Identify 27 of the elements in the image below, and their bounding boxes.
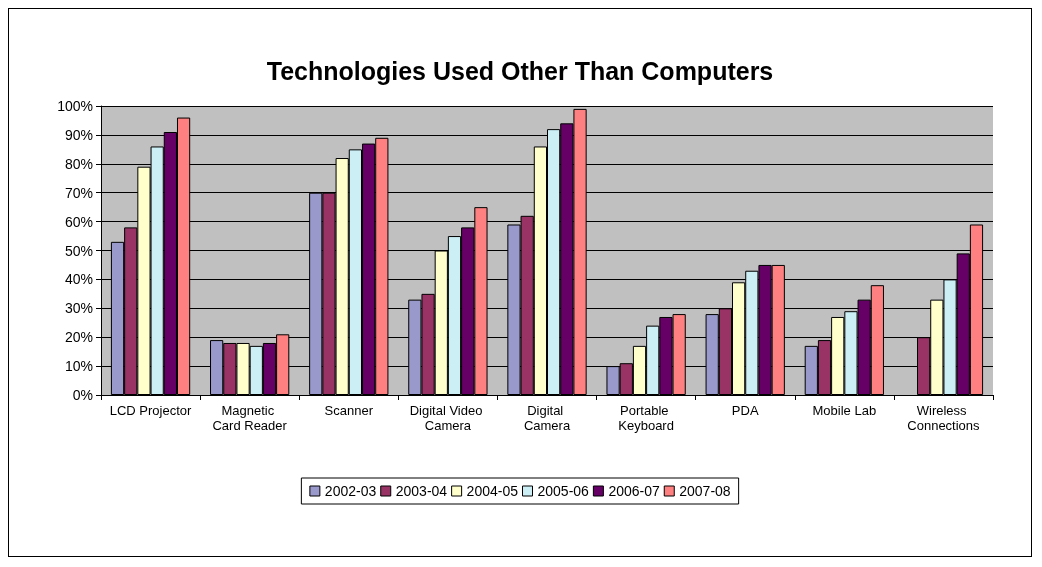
y-tick-label: 80% [64, 155, 93, 172]
x-tick-label: Wireless Connections [907, 403, 981, 433]
y-tick-label: 30% [64, 300, 93, 317]
x-tick-label: Magnetic Card Reader [212, 403, 288, 433]
legend-label: 2003-04 [395, 483, 448, 499]
legend-label: 2004-05 [466, 483, 519, 499]
y-tick-label: 100% [57, 98, 93, 114]
y-tick-label: 40% [64, 271, 93, 288]
y-tick-label: 90% [64, 126, 93, 143]
y-tick-label: 10% [64, 358, 93, 375]
x-tick-label: Portable Keyboard [618, 403, 674, 433]
x-tick-label: Scanner [324, 403, 374, 418]
x-tick-label: Digital Video Camera [409, 403, 487, 433]
legend-label: 2007-08 [679, 483, 731, 499]
x-tick-label: Digital Camera [523, 403, 571, 433]
y-tick-label: 50% [64, 242, 93, 259]
legend-label: 2005-06 [537, 483, 590, 499]
x-tick-label: Mobile Lab [812, 403, 877, 418]
y-tick-label: 0% [72, 387, 93, 403]
y-tick-label: 70% [64, 184, 93, 201]
legend-label: 2002-03 [324, 483, 377, 499]
y-tick-label: 20% [64, 329, 93, 346]
y-tick-label: 60% [64, 213, 93, 230]
chart-title: Technologies Used Other Than Computers [266, 56, 774, 85]
legend-label: 2006-07 [608, 483, 660, 499]
x-tick-label: LCD Projector [109, 403, 193, 418]
x-tick-label: PDA [731, 403, 759, 418]
